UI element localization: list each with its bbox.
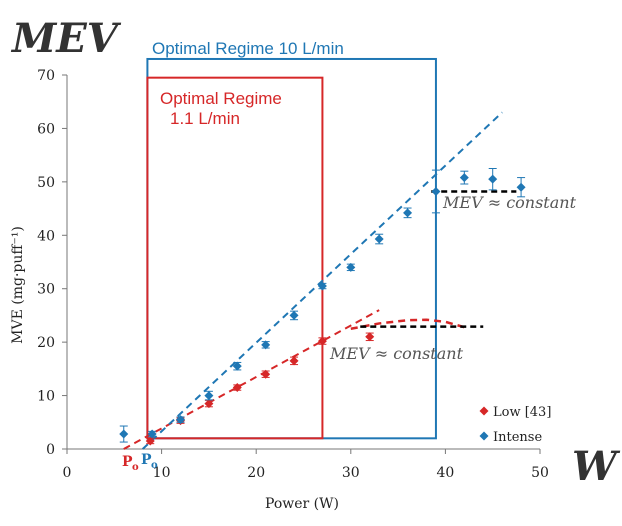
axes: 0 10 20 30 40 50 0 10 20 30 40 50 60 70 bbox=[37, 68, 549, 481]
intense-data-point bbox=[204, 391, 214, 401]
x-tick-label: 20 bbox=[247, 465, 265, 481]
y-axis-label: MVE (mg·puff⁻¹) bbox=[10, 226, 26, 344]
low-data-point bbox=[145, 436, 155, 446]
w-corner-label: W bbox=[572, 443, 621, 490]
low-data-point bbox=[289, 356, 299, 366]
intense-data-point bbox=[459, 173, 469, 183]
x-axis-label: Power (W) bbox=[265, 496, 339, 512]
y-tick-label: 20 bbox=[37, 335, 55, 351]
intense-plateau-annotation: MEV ≈ constant bbox=[442, 193, 577, 212]
x-tick-label: 10 bbox=[153, 465, 171, 481]
low-data-point bbox=[317, 336, 327, 346]
legend-intense-label: Intense bbox=[493, 430, 542, 445]
mev-corner-label: MEV bbox=[10, 15, 122, 62]
x-ticks: 0 10 20 30 40 50 bbox=[63, 449, 549, 481]
intense-data-point bbox=[119, 429, 129, 439]
intense-data-point bbox=[176, 415, 186, 425]
intense-data-point bbox=[232, 361, 242, 371]
regime-1-1-label: Optimal Regime bbox=[160, 89, 282, 108]
intense-data-point bbox=[289, 310, 299, 320]
p0-intense-label: P o bbox=[141, 452, 158, 471]
legend-item-intense: Intense bbox=[479, 430, 542, 445]
low-data-point bbox=[261, 369, 271, 379]
legend-low-label: Low [43] bbox=[493, 405, 551, 420]
regime-boxes bbox=[146, 57, 437, 440]
low-data-point bbox=[204, 399, 214, 409]
low-plateau-curve bbox=[350, 318, 465, 331]
fit-lines bbox=[123, 111, 517, 450]
x-tick-label: 30 bbox=[342, 465, 360, 481]
svg-text:P: P bbox=[122, 454, 133, 470]
low-fit-line bbox=[123, 309, 380, 450]
data-series bbox=[119, 168, 526, 446]
x-tick-label: 0 bbox=[63, 465, 72, 481]
intense-data-point bbox=[516, 182, 526, 192]
intense-series bbox=[119, 168, 526, 443]
intense-data-point bbox=[346, 262, 356, 272]
y-tick-label: 30 bbox=[37, 282, 55, 298]
y-tick-label: 0 bbox=[46, 442, 55, 458]
regime-1-1-flow-label: 1.1 L/min bbox=[170, 109, 240, 128]
low-data-point bbox=[365, 332, 375, 342]
y-tick-label: 50 bbox=[37, 175, 55, 191]
svg-text:o: o bbox=[151, 460, 158, 471]
regime-10-label: Optimal Regime 10 L/min bbox=[152, 39, 344, 58]
legend: Low [43] Intense bbox=[479, 405, 551, 445]
svg-text:o: o bbox=[132, 462, 139, 473]
intense-data-point bbox=[147, 429, 157, 439]
p0-low-label: P o bbox=[122, 454, 139, 473]
intense-data-point bbox=[374, 234, 384, 244]
x-tick-label: 40 bbox=[436, 465, 454, 481]
intense-data-point bbox=[431, 186, 441, 196]
y-tick-label: 60 bbox=[37, 121, 55, 137]
legend-intense-marker bbox=[479, 431, 489, 441]
y-tick-label: 10 bbox=[37, 389, 55, 405]
intense-data-point bbox=[403, 208, 413, 218]
low-plateau-annotation: MEV ≈ constant bbox=[329, 344, 464, 363]
legend-item-low: Low [43] bbox=[479, 405, 551, 420]
svg-text:P: P bbox=[141, 452, 152, 468]
y-ticks: 0 10 20 30 40 50 60 70 bbox=[37, 68, 67, 458]
intense-data-point bbox=[317, 281, 327, 291]
low-data-point bbox=[232, 383, 242, 393]
legend-low-marker bbox=[479, 406, 489, 416]
y-tick-label: 40 bbox=[37, 228, 55, 244]
intense-fit-line bbox=[141, 111, 503, 450]
intense-data-point bbox=[261, 340, 271, 350]
intense-data-point bbox=[488, 174, 498, 184]
y-tick-label: 70 bbox=[37, 68, 55, 84]
x-tick-label: 50 bbox=[531, 465, 549, 481]
regime-box-1 bbox=[146, 76, 324, 440]
